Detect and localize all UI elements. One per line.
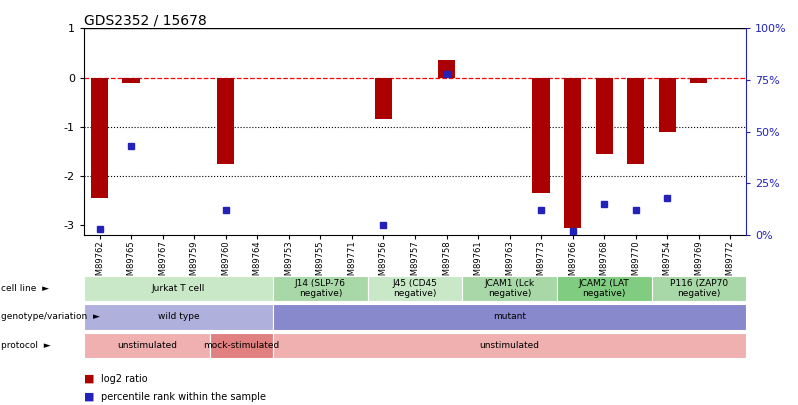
Text: unstimulated: unstimulated bbox=[117, 341, 177, 350]
Bar bbox=[91, 77, 109, 198]
Bar bbox=[368, 276, 462, 301]
Text: unstimulated: unstimulated bbox=[480, 341, 539, 350]
Text: J14 (SLP-76
negative): J14 (SLP-76 negative) bbox=[294, 279, 346, 298]
Bar bbox=[658, 77, 676, 132]
Bar bbox=[273, 276, 368, 301]
Bar bbox=[273, 304, 746, 330]
Bar bbox=[375, 77, 392, 119]
Text: percentile rank within the sample: percentile rank within the sample bbox=[101, 392, 267, 402]
Text: protocol  ►: protocol ► bbox=[1, 341, 50, 350]
Bar bbox=[122, 77, 140, 83]
Bar bbox=[564, 77, 581, 228]
Text: genotype/variation  ►: genotype/variation ► bbox=[1, 312, 100, 322]
Bar bbox=[462, 276, 557, 301]
Bar bbox=[627, 77, 645, 164]
Bar bbox=[84, 276, 273, 301]
Bar bbox=[690, 77, 708, 83]
Bar bbox=[651, 276, 746, 301]
Text: JCAM2 (LAT
negative): JCAM2 (LAT negative) bbox=[579, 279, 630, 298]
Bar bbox=[84, 333, 210, 358]
Bar bbox=[438, 60, 455, 77]
Text: log2 ratio: log2 ratio bbox=[101, 374, 148, 384]
Bar bbox=[595, 77, 613, 154]
Text: mock-stimulated: mock-stimulated bbox=[203, 341, 279, 350]
Bar bbox=[84, 304, 273, 330]
Bar bbox=[273, 333, 746, 358]
Text: wild type: wild type bbox=[157, 312, 200, 322]
Text: J45 (CD45
negative): J45 (CD45 negative) bbox=[393, 279, 437, 298]
Text: cell line  ►: cell line ► bbox=[1, 284, 49, 293]
Text: mutant: mutant bbox=[493, 312, 526, 322]
Text: JCAM1 (Lck
negative): JCAM1 (Lck negative) bbox=[484, 279, 535, 298]
Text: ■: ■ bbox=[84, 374, 94, 384]
Bar bbox=[210, 333, 273, 358]
Text: Jurkat T cell: Jurkat T cell bbox=[152, 284, 205, 293]
Text: GDS2352 / 15678: GDS2352 / 15678 bbox=[84, 13, 207, 27]
Bar bbox=[217, 77, 235, 164]
Text: ■: ■ bbox=[84, 392, 94, 402]
Text: P116 (ZAP70
negative): P116 (ZAP70 negative) bbox=[670, 279, 728, 298]
Bar bbox=[532, 77, 550, 193]
Bar bbox=[557, 276, 651, 301]
